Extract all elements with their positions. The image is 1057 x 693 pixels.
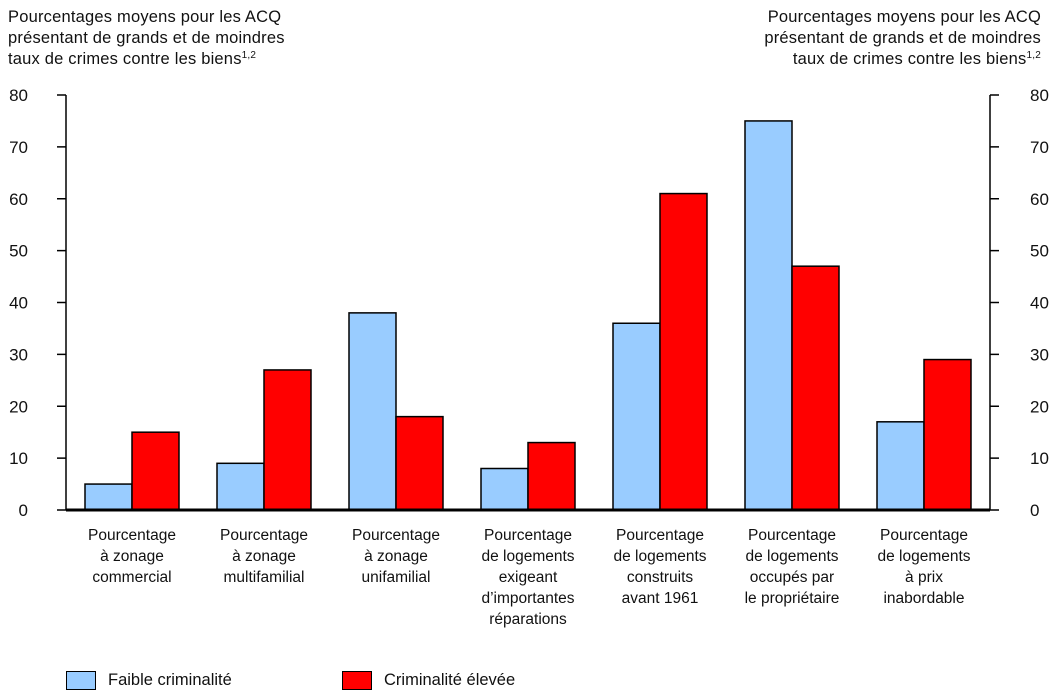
y-axis-title-left-line-1: Pourcentages moyens pour les ACQ <box>8 8 282 26</box>
bar-faible-4 <box>612 322 661 511</box>
legend-item-elevee: Criminalité élevée <box>342 670 515 690</box>
y-tick-label-right-6: 60 <box>1030 190 1049 209</box>
category-label-4-line-0: Pourcentage <box>616 527 704 544</box>
category-label-6-line-0: Pourcentage <box>880 527 968 544</box>
category-label-4: Pourcentage de logements construits avant 1… <box>613 527 706 607</box>
y-tick-label-right-2: 20 <box>1030 397 1049 416</box>
bar-elevee-0 <box>131 431 180 511</box>
y-tick-label-right-7: 70 <box>1030 138 1049 157</box>
bars <box>84 120 972 511</box>
y-tick-label-right-3: 30 <box>1030 345 1049 364</box>
category-label-4-line-1: de logements <box>613 548 706 565</box>
category-label-5-line-1: de logements <box>745 548 838 565</box>
category-label-5: Pourcentage de logements occupés par le pro… <box>745 527 840 607</box>
y-tick-label-left-0: 0 <box>19 501 28 520</box>
bar-faible-0 <box>84 483 133 511</box>
legend-swatch-elevee <box>342 670 372 690</box>
category-label-4-line-3: avant 1961 <box>622 590 699 607</box>
y-tick-label-left-4: 40 <box>9 294 28 313</box>
plot-frame <box>65 95 991 512</box>
bar-elevee-1 <box>263 369 312 511</box>
category-label-3-line-0: Pourcentage <box>484 527 572 544</box>
bar-elevee-2 <box>395 415 444 511</box>
y-axis-title-left-footnote: 1,2 <box>241 50 257 61</box>
y-axis-title-right: Pourcentages moyens pour les ACQ présent… <box>661 7 1041 70</box>
category-label-3-line-2: exigeant <box>499 569 558 586</box>
y-axis-title-right-footnote: 1,2 <box>1026 50 1041 61</box>
y-axis-title-left-line-3: taux de crimes contre les biens1,2 <box>8 49 388 70</box>
category-label-3: Pourcentage de logements exigeant d’importa… <box>481 527 574 628</box>
category-label-1-line-2: multifamilial <box>224 569 305 586</box>
bar-elevee-5 <box>791 265 840 511</box>
bar-elevee-3 <box>527 441 576 511</box>
category-label-0: Pourcentage à zonage commercial <box>88 527 176 586</box>
y-axis-title-left-line-2: présentant de grands et de moindres <box>8 29 285 47</box>
y-tick-label-left-3: 30 <box>9 345 28 364</box>
bar-faible-6 <box>876 421 925 511</box>
bar-faible-5 <box>744 120 793 511</box>
category-label-4-line-2: construits <box>627 569 694 586</box>
bar-faible-1 <box>216 462 265 511</box>
y-axis-title-right-line-3-text: taux de crimes contre les biens <box>792 50 1027 68</box>
y-tick-label-right-1: 10 <box>1030 449 1049 468</box>
category-label-1: Pourcentage à zonage multifamilial <box>220 527 308 586</box>
y-tick-label-left-1: 10 <box>9 449 28 468</box>
y-tick-label-left-2: 20 <box>9 397 28 416</box>
category-label-6-line-3: inabordable <box>883 590 964 607</box>
legend-label-faible: Faible criminalité <box>108 670 232 689</box>
y-axis-title-left-line-3-text: taux de crimes contre les biens <box>8 50 242 68</box>
y-axis-title-right-line-2: présentant de grands et de moindres <box>764 29 1041 47</box>
category-label-2-line-2: unifamilial <box>362 569 431 586</box>
y-axis-title-right-line-1: Pourcentages moyens pour les ACQ <box>767 8 1041 26</box>
category-label-2-line-0: Pourcentage <box>352 527 440 544</box>
category-label-5-line-0: Pourcentage <box>748 527 836 544</box>
y-axis-title-right-line-3: taux de crimes contre les biens1,2 <box>661 49 1041 70</box>
y-tick-label-right-4: 40 <box>1030 294 1049 313</box>
y-tick-label-right-0: 0 <box>1030 501 1039 520</box>
category-label-0-line-2: commercial <box>92 569 171 586</box>
bar-faible-2 <box>348 312 397 511</box>
bar-faible-3 <box>480 467 529 511</box>
y-tick-label-right-8: 80 <box>1030 86 1049 105</box>
category-label-0-line-1: à zonage <box>100 548 164 565</box>
category-label-3-line-3: d’importantes <box>481 590 574 607</box>
category-label-5-line-2: occupés par <box>750 569 834 586</box>
category-label-1-line-1: à zonage <box>232 548 296 565</box>
legend-swatch-faible <box>66 670 96 690</box>
category-label-3-line-4: réparations <box>489 611 567 628</box>
category-label-1-line-0: Pourcentage <box>220 527 308 544</box>
category-label-3-line-1: de logements <box>481 548 574 565</box>
y-axis-ticks: 0 0 10 10 20 20 30 30 40 40 50 50 60 60 70 70 80 80 <box>9 86 1049 520</box>
y-tick-label-left-5: 50 <box>9 242 28 261</box>
y-tick-label-left-6: 60 <box>9 190 28 209</box>
category-label-6: Pourcentage de logements à prix inabordable <box>877 527 970 607</box>
category-label-6-line-1: de logements <box>877 548 970 565</box>
category-label-2: Pourcentage à zonage unifamilial <box>352 527 440 586</box>
legend-item-faible: Faible criminalité <box>66 670 232 690</box>
category-labels: Pourcentage à zonage commercialPourcentage… <box>88 527 971 628</box>
y-tick-label-left-7: 70 <box>9 138 28 157</box>
category-label-6-line-2: à prix <box>905 569 943 586</box>
category-label-5-line-3: le propriétaire <box>745 590 840 607</box>
category-label-0-line-0: Pourcentage <box>88 527 176 544</box>
category-label-2-line-1: à zonage <box>364 548 428 565</box>
y-tick-label-left-8: 80 <box>9 86 28 105</box>
y-axis-title-left: Pourcentages moyens pour les ACQ présent… <box>8 7 388 70</box>
bar-elevee-6 <box>923 358 972 511</box>
y-tick-label-right-5: 50 <box>1030 242 1049 261</box>
legend-label-elevee: Criminalité élevée <box>384 670 516 689</box>
bar-elevee-4 <box>659 192 708 511</box>
